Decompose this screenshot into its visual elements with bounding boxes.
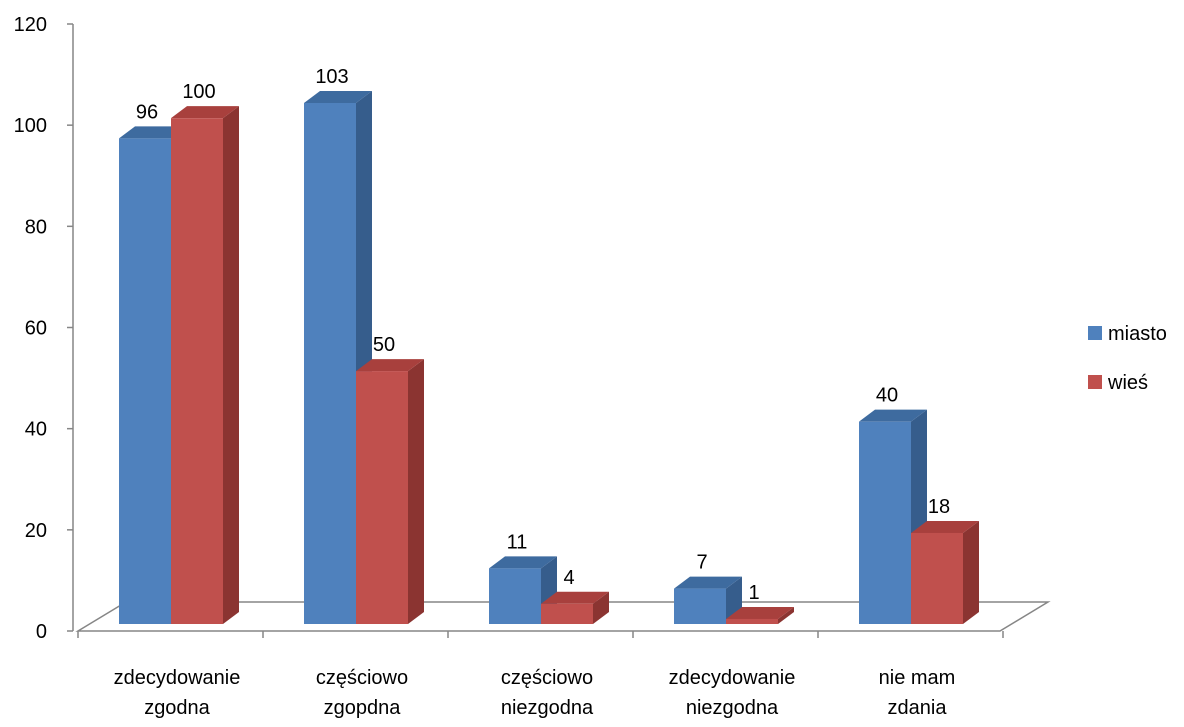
legend-swatch-miasto xyxy=(1088,326,1102,340)
bar-front-face xyxy=(171,118,223,625)
bar-side-face xyxy=(778,606,794,624)
data-label: 50 xyxy=(373,334,395,356)
bar-wieś-0 xyxy=(171,106,239,625)
data-label: 40 xyxy=(876,385,898,407)
bar-front-face xyxy=(911,532,963,624)
bar-top-face xyxy=(119,126,187,139)
bar-wieś-2 xyxy=(541,591,609,624)
bar-side-face xyxy=(408,359,424,624)
data-label: 103 xyxy=(315,66,348,88)
bar-wieś-4 xyxy=(911,520,979,624)
y-tick-label: 20 xyxy=(25,520,47,542)
bar-wieś-1 xyxy=(356,359,424,624)
bar-top-face xyxy=(171,106,239,119)
legend-label: miasto xyxy=(1108,323,1167,345)
bar-front-face xyxy=(726,618,778,624)
bar-top-face xyxy=(674,576,742,589)
floor-plane xyxy=(75,601,1051,632)
bar-top-face xyxy=(356,359,424,372)
bar-miasto-3 xyxy=(674,576,742,624)
bar-front-face xyxy=(356,371,408,624)
bar-side-face xyxy=(593,591,609,624)
bar-top-face xyxy=(859,409,927,422)
legend-swatch-wieś xyxy=(1088,375,1102,389)
bar-top-face xyxy=(911,520,979,533)
y-tick-label: 100 xyxy=(14,115,47,137)
x-category-label: nie mam zdania xyxy=(879,667,956,719)
bar-side-face xyxy=(963,520,979,624)
data-label: 18 xyxy=(928,496,950,518)
y-tick-label: 60 xyxy=(25,318,47,340)
legend-label: wieś xyxy=(1107,372,1148,394)
y-tick-label: 80 xyxy=(25,216,47,238)
bar-top-face xyxy=(541,591,609,604)
y-tick-label: 0 xyxy=(36,621,47,643)
data-labels: 96 100 103 50 11 4 7 1 40 18 xyxy=(136,66,950,604)
x-category-label: zdecydowanie niezgodna xyxy=(669,667,796,719)
data-label: 4 xyxy=(563,567,574,589)
bar-top-face xyxy=(489,556,557,569)
data-label: 100 xyxy=(182,81,215,103)
data-label: 7 xyxy=(696,552,707,574)
bar-front-face xyxy=(859,421,911,624)
y-tick-label: 40 xyxy=(25,419,47,441)
bar-top-face xyxy=(304,90,372,103)
y-tick-label: 120 xyxy=(14,14,47,36)
data-label: 1 xyxy=(748,582,759,604)
bar-front-face xyxy=(304,102,356,624)
axes: 0 20 40 60 80 100 120 zdecydowanie zgodna częścio… xyxy=(14,14,1004,719)
x-category-label: zdecydowanie zgodna xyxy=(114,667,241,719)
x-category-label: częściowo niezgodna xyxy=(501,667,594,719)
data-label: 96 xyxy=(136,101,158,123)
bar-wieś-3 xyxy=(726,606,794,624)
bar-top-face xyxy=(726,606,794,619)
bars xyxy=(119,90,979,625)
bar-front-face xyxy=(489,568,541,624)
chart-floor xyxy=(75,601,1051,632)
bar-front-face xyxy=(541,603,593,624)
bar-side-face xyxy=(223,106,239,624)
bar-front-face xyxy=(674,588,726,624)
bar-front-face xyxy=(119,138,171,624)
x-category-label: częściowo zgopdna xyxy=(316,667,408,719)
legend: miasto wieś xyxy=(1088,323,1167,394)
data-label: 11 xyxy=(507,531,528,553)
